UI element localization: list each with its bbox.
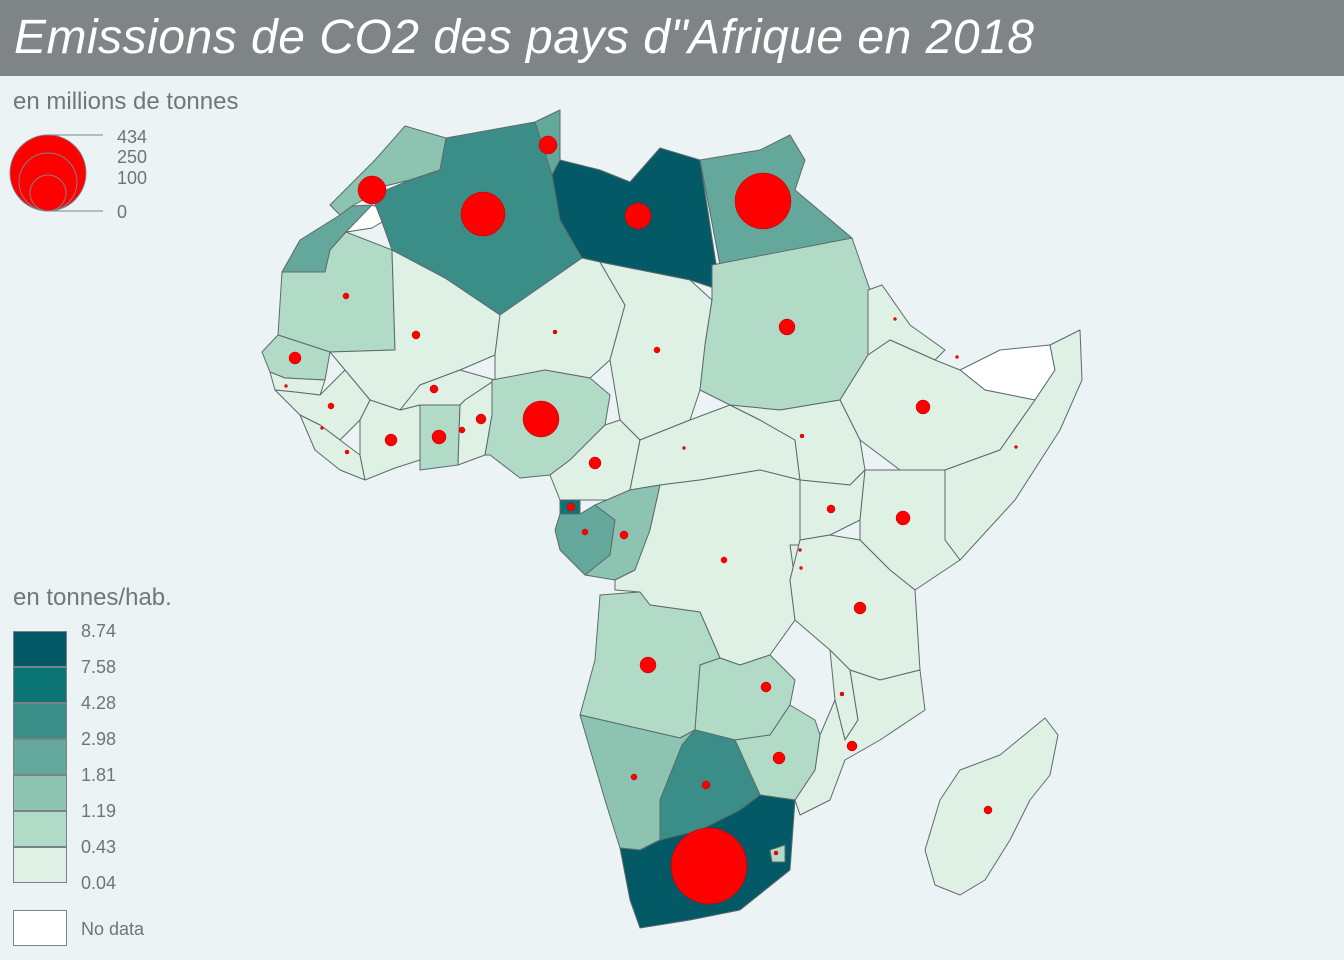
country-mozambique	[794, 669, 926, 816]
color-legend-swatch-1	[13, 631, 67, 667]
color-legend-swatch-7	[13, 847, 67, 883]
bubble-tunisia	[538, 135, 558, 155]
bubble-gambia	[284, 384, 288, 388]
bubble-rwanda	[798, 548, 802, 552]
bubble-tanzania	[853, 601, 867, 615]
color-legend-break-3: 4.28	[81, 693, 117, 713]
bubble-zambia	[760, 681, 772, 693]
bubble-senegal	[288, 351, 302, 365]
color-legend-swatch-3	[13, 703, 67, 739]
no-data-label: No data	[81, 919, 145, 939]
bubble-zimbabwe	[772, 751, 786, 765]
bubble-south-sudan	[799, 433, 805, 439]
bubble-namibia	[630, 773, 638, 781]
bubble-chad	[653, 346, 661, 354]
color-legend-break-5: 1.81	[81, 765, 117, 785]
bubble-botswana	[701, 780, 711, 790]
country-madagascar	[924, 717, 1059, 896]
color-legend-break-8: 0.04	[81, 873, 117, 893]
bubble-niger	[552, 329, 558, 335]
bubble-mauritania	[342, 292, 350, 300]
bubble-burundi	[799, 566, 803, 570]
color-legend-break-1: 8.74	[81, 621, 117, 641]
color-legend-break-7: 0.43	[81, 837, 117, 857]
bubble-guinea	[327, 402, 335, 410]
bubble-gabon	[566, 502, 576, 512]
bubble-togo	[458, 426, 466, 434]
bubble-somalia	[1014, 445, 1018, 449]
bubble-burkina	[429, 384, 439, 394]
country-somalia	[944, 329, 1083, 561]
bubble-nigeria	[522, 400, 560, 438]
bubble-south-africa	[670, 827, 748, 905]
color-legend-title: en tonnes/hab.	[13, 584, 172, 611]
bubble-benin	[475, 413, 487, 425]
color-legend-break-6: 1.19	[81, 801, 117, 821]
country-kenya	[859, 469, 961, 591]
bubble-liberia	[344, 449, 350, 455]
bubble-mali	[411, 330, 421, 340]
bubble-cameroon	[588, 456, 602, 470]
bubble-drc	[720, 556, 728, 564]
size-legend-title: en millions de tonnes	[13, 88, 239, 115]
bubble-eq-guinea	[581, 528, 589, 536]
map-title: Emissions de CO2 des pays d"Afrique en 2…	[14, 11, 1035, 64]
bubble-lesotho	[773, 850, 779, 856]
color-legend-swatch-4	[13, 739, 67, 775]
bubble-cote-divoire	[384, 433, 398, 447]
bubble-mozambique	[846, 740, 858, 752]
bubble-kenya	[895, 510, 911, 526]
size-legend-label-100: 100	[117, 168, 148, 188]
color-legend-break-2: 7.58	[81, 657, 117, 677]
size-legend-circle-100	[29, 174, 67, 212]
no-data-swatch	[13, 910, 67, 946]
color-legend-swatch-2	[13, 667, 67, 703]
bubble-morocco	[357, 175, 387, 205]
bubble-libya	[624, 202, 652, 230]
bubble-car	[682, 446, 686, 450]
title-bar: Emissions de CO2 des pays d"Afrique en 2…	[0, 0, 1344, 76]
bubble-ethiopia	[915, 399, 931, 415]
bubble-malawi	[839, 691, 845, 697]
bubble-egypt	[734, 172, 792, 230]
bubble-eritrea	[893, 317, 897, 321]
color-legend-swatch-5	[13, 775, 67, 811]
color-legend-swatch-6	[13, 811, 67, 847]
bubble-sudan	[778, 318, 796, 336]
bubble-uganda	[826, 504, 836, 514]
bubble-angola	[639, 656, 657, 674]
bubble-madagascar	[983, 805, 993, 815]
size-legend-label-434: 434	[117, 127, 148, 147]
bubble-ghana	[431, 429, 447, 445]
bubble-sierra-leone	[320, 426, 324, 430]
size-legend-circles	[9, 134, 103, 212]
color-legend-break-4: 2.98	[81, 729, 117, 749]
bubble-djibouti	[955, 355, 959, 359]
bubble-congo	[619, 530, 629, 540]
bubble-algeria	[460, 191, 506, 237]
country-niger	[494, 257, 626, 381]
size-legend-label-0: 0	[117, 202, 128, 222]
size-legend-label-250: 250	[117, 147, 148, 167]
